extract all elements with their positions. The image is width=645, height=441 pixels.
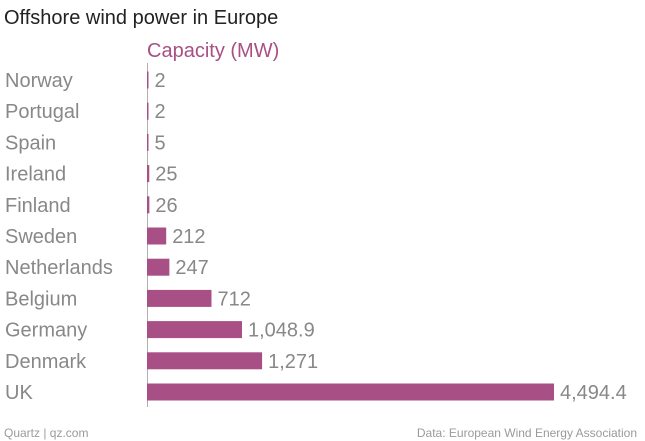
- value-label: 4,494.4: [560, 382, 627, 404]
- category-label: Ireland: [5, 164, 66, 186]
- category-label: Spain: [5, 132, 56, 154]
- value-label: 2: [155, 101, 166, 123]
- category-label: Sweden: [5, 226, 77, 248]
- value-label: 2: [155, 70, 166, 92]
- category-label: Portugal: [5, 101, 80, 123]
- bar: [147, 383, 554, 401]
- bar: [147, 289, 212, 307]
- category-label: UK: [5, 382, 33, 404]
- bar: [147, 102, 149, 120]
- bar: [147, 165, 150, 183]
- footer-source: Data: European Wind Energy Association: [416, 426, 637, 440]
- bar: [147, 352, 263, 370]
- value-label: 712: [217, 288, 250, 310]
- category-label: Finland: [5, 195, 71, 217]
- category-label: Netherlands: [5, 257, 113, 279]
- value-label: 26: [155, 195, 177, 217]
- value-label: 5: [155, 132, 166, 154]
- category-label: Germany: [5, 320, 87, 342]
- bar: [147, 258, 170, 276]
- bar: [147, 227, 167, 245]
- category-label: Norway: [5, 70, 73, 92]
- chart-title: Offshore wind power in Europe: [4, 7, 279, 29]
- bar: [147, 196, 150, 214]
- bars-group: Norway 2 Portugal 2 Spain 5 Ireland 25 Finland 26…: [5, 70, 627, 404]
- value-label: 247: [175, 257, 208, 279]
- value-label: 212: [172, 226, 205, 248]
- bar: [147, 133, 149, 151]
- footer-credit: Quartz | qz.com: [4, 426, 89, 440]
- bar: [147, 71, 149, 89]
- category-label: Belgium: [5, 288, 77, 310]
- value-label: 1,271: [268, 351, 318, 373]
- bar: [147, 321, 242, 339]
- series-header: Capacity (MW): [147, 40, 279, 62]
- value-label: 25: [155, 164, 177, 186]
- category-label: Denmark: [5, 351, 87, 373]
- value-label: 1,048.9: [248, 320, 315, 342]
